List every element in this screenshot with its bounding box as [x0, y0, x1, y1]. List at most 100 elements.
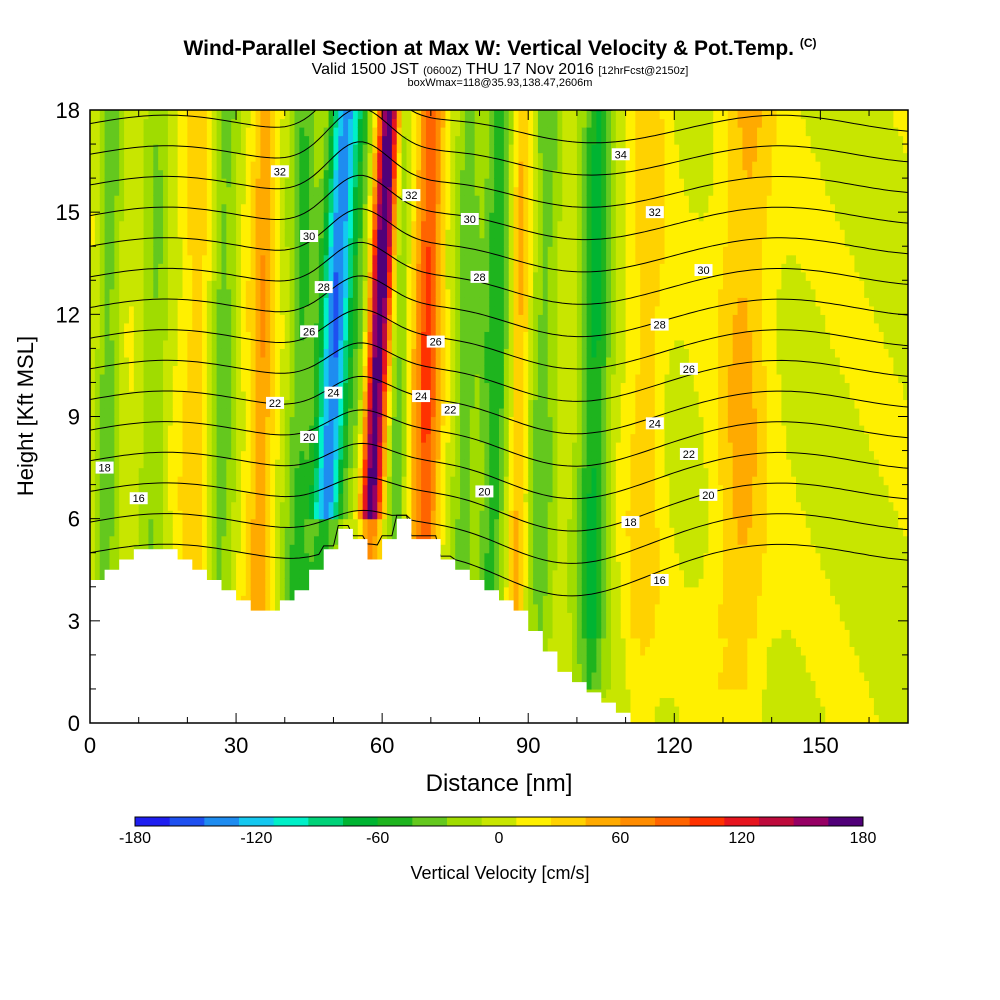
field-cell	[109, 135, 115, 145]
field-cell	[153, 493, 159, 503]
field-cell	[104, 161, 111, 171]
field-cell	[421, 254, 427, 264]
forecast-info: [12hrFcst@2150z]	[598, 65, 689, 77]
field-cell	[265, 390, 271, 401]
field-cell	[119, 459, 125, 469]
field-cell	[352, 407, 359, 418]
field-cell	[192, 152, 198, 162]
field-cell	[124, 518, 130, 528]
field-cell	[299, 263, 305, 273]
field-cell	[367, 314, 374, 324]
field-cell	[197, 212, 203, 222]
field-cell	[299, 510, 305, 520]
field-cell	[192, 425, 198, 435]
field-cell	[138, 322, 145, 332]
field-cell	[143, 442, 150, 452]
field-cell	[240, 586, 247, 596]
field-cell	[343, 314, 349, 324]
field-cell	[328, 518, 335, 528]
field-cell	[265, 501, 271, 511]
field-cell	[401, 229, 408, 239]
field-cell	[250, 297, 257, 307]
field-cell	[333, 442, 339, 452]
field-cell	[396, 152, 403, 162]
field-cell	[260, 407, 266, 418]
field-cell	[250, 314, 257, 324]
field-cell	[133, 135, 140, 145]
field-cell	[201, 365, 208, 375]
field-cell	[226, 152, 232, 162]
field-cell	[90, 390, 96, 401]
field-cell	[94, 416, 101, 426]
field-cell	[406, 339, 412, 349]
field-cell	[109, 178, 115, 188]
field-cell	[197, 416, 203, 426]
field-cell	[333, 467, 339, 477]
field-cell	[294, 442, 300, 452]
field-cell	[94, 476, 101, 486]
field-cell	[124, 220, 130, 230]
field-cell	[158, 535, 164, 545]
field-cell	[294, 467, 300, 477]
field-cell	[187, 169, 193, 179]
field-cell	[265, 373, 271, 384]
field-cell	[245, 127, 252, 137]
field-cell	[240, 178, 247, 188]
field-cell	[172, 220, 179, 230]
field-cell	[104, 118, 111, 128]
field-cell	[114, 518, 120, 528]
field-cell	[177, 246, 184, 256]
field-cell	[352, 484, 359, 494]
field-cell	[328, 110, 335, 120]
field-cell	[167, 118, 174, 128]
field-cell	[250, 339, 257, 349]
field-cell	[109, 356, 115, 367]
field-cell	[119, 322, 125, 332]
field-cell	[192, 314, 198, 324]
field-cell	[211, 399, 218, 409]
field-cell	[284, 203, 291, 213]
field-cell	[362, 186, 369, 196]
field-cell	[382, 118, 388, 128]
field-cell	[270, 229, 276, 239]
field-cell	[284, 118, 291, 128]
field-cell	[138, 331, 145, 341]
field-cell	[289, 144, 296, 154]
field-cell	[167, 518, 174, 528]
field-cell	[250, 280, 257, 290]
field-cell	[187, 288, 193, 298]
field-cell	[153, 237, 159, 247]
field-cell	[158, 339, 164, 349]
field-cell	[411, 527, 417, 537]
field-cell	[338, 271, 344, 281]
field-cell	[260, 552, 266, 562]
field-cell	[128, 118, 135, 128]
field-cell	[265, 161, 271, 171]
field-cell	[377, 246, 383, 256]
field-cell	[260, 237, 266, 247]
field-cell	[143, 305, 150, 315]
field-cell	[167, 365, 174, 375]
field-cell	[177, 271, 184, 281]
field-cell	[338, 297, 344, 307]
field-cell	[226, 476, 232, 486]
field-cell	[372, 152, 378, 162]
field-cell	[284, 144, 291, 154]
field-cell	[221, 127, 227, 137]
field-cell	[128, 178, 135, 188]
field-cell	[90, 288, 96, 298]
field-cell	[309, 186, 315, 196]
field-cell	[192, 297, 198, 307]
field-cell	[421, 322, 427, 332]
field-cell	[206, 254, 213, 264]
field-cell	[304, 186, 310, 196]
field-cell	[114, 144, 120, 154]
field-cell	[128, 399, 135, 409]
field-cell	[289, 407, 296, 418]
field-cell	[226, 144, 232, 154]
field-cell	[201, 493, 208, 503]
field-cell	[177, 110, 184, 120]
field-cell	[309, 544, 315, 554]
field-cell	[416, 476, 422, 486]
field-cell	[377, 450, 383, 460]
